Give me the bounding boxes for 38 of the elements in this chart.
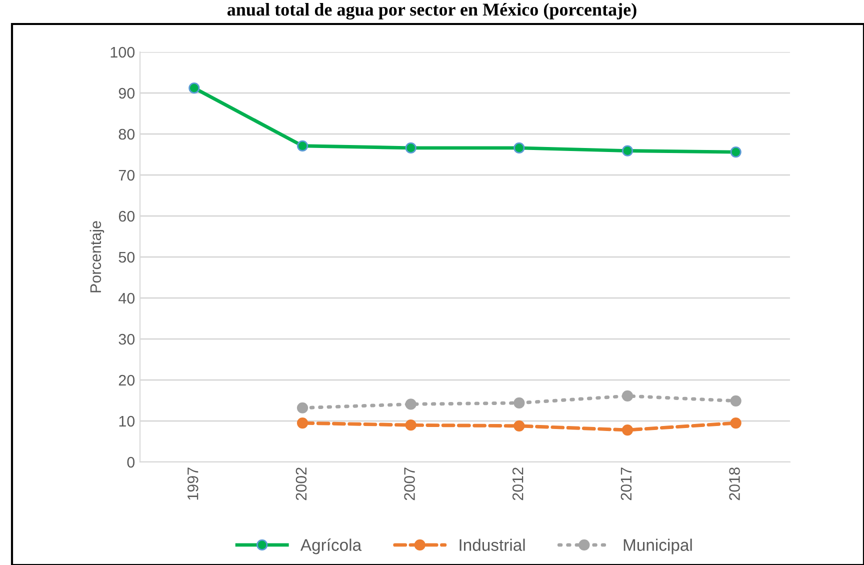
point	[622, 390, 634, 402]
y-tick-label: 60	[118, 210, 135, 222]
point	[296, 140, 308, 152]
y-axis-title: Porcentaje	[90, 221, 104, 292]
point	[730, 146, 742, 158]
y-tick-label: 40	[118, 292, 135, 304]
point	[514, 397, 525, 409]
x-tick-label: 2017	[620, 468, 632, 500]
point	[514, 142, 525, 154]
point	[514, 420, 525, 432]
y-tick-label: 10	[119, 416, 135, 427]
point	[730, 395, 742, 406]
point	[296, 417, 308, 429]
point	[730, 417, 742, 429]
x-tick-label: 2012	[512, 468, 524, 500]
x-tick-label: 1997	[187, 468, 198, 500]
y-tick-label: 100	[110, 46, 135, 58]
point	[405, 142, 416, 154]
y-tick-label: 20	[118, 374, 135, 386]
legend-label: Industrial	[460, 538, 525, 551]
legend-label: Municipal	[624, 538, 692, 554]
legend-label: Agrícola	[300, 538, 362, 554]
y-tick-label: 70	[118, 170, 135, 181]
point	[622, 145, 634, 156]
y-tick-label: 0	[127, 456, 135, 468]
point	[405, 398, 416, 410]
point	[405, 420, 416, 431]
y-tick-label: 90	[118, 88, 135, 99]
x-tick-label: 2002	[296, 468, 307, 500]
x-tick-label: 2007	[404, 468, 415, 500]
y-tick-label: 50	[118, 252, 135, 263]
y-tick-label: 30	[118, 334, 135, 345]
x-tick-label: 2018	[729, 468, 740, 500]
chart-title: anual total de agua por sector en México (porcentaje)	[227, 3, 636, 20]
point	[188, 82, 200, 94]
y-tick-label: 80	[118, 128, 135, 140]
point	[622, 424, 634, 436]
point	[296, 402, 308, 414]
